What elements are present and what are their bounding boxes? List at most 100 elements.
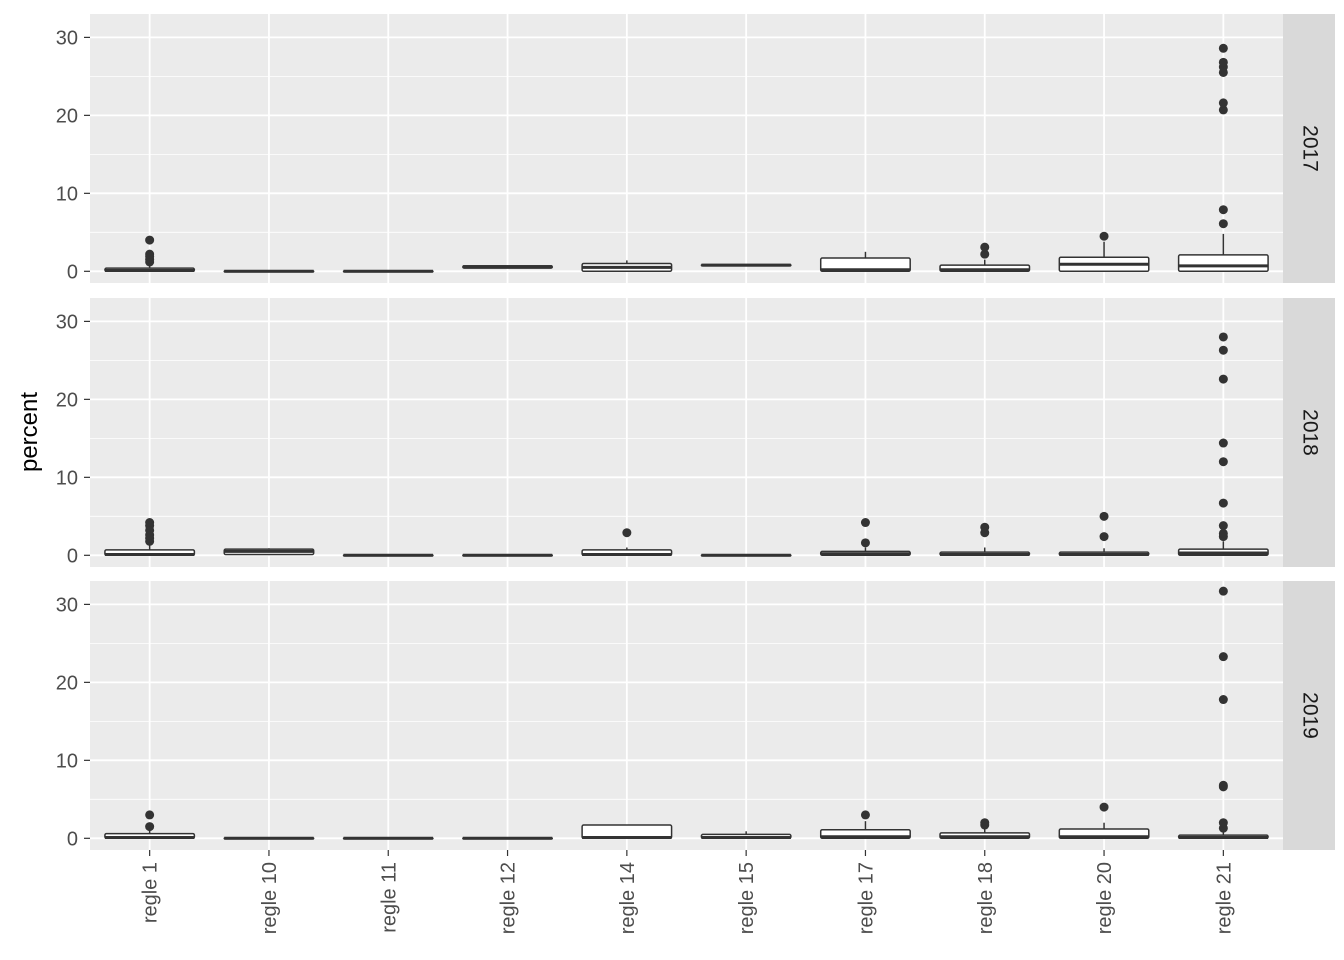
box-regle-1 — [104, 810, 196, 840]
panel-background — [90, 298, 1283, 567]
facet-strip — [1283, 581, 1335, 850]
x-tick-label: regle 14 — [617, 862, 639, 934]
y-tick-label: 30 — [56, 27, 78, 49]
box-regle-21 — [1177, 586, 1269, 840]
y-axis-title: percent — [16, 392, 43, 472]
outlier-point — [860, 538, 870, 548]
facet-panel-2019: 0 10 20 30 2019 — [56, 581, 1335, 850]
outlier-point — [145, 810, 155, 820]
box-regle-12 — [462, 836, 554, 840]
outlier-point — [1218, 528, 1228, 538]
outlier-point — [1218, 498, 1228, 508]
outlier-point — [1218, 205, 1228, 215]
box-iqr — [819, 257, 911, 273]
box-regle-21 — [1177, 332, 1269, 557]
outlier-point — [1218, 43, 1228, 53]
x-tick-label: regle 12 — [498, 862, 520, 934]
outlier-point — [980, 522, 990, 532]
box-regle-11 — [342, 553, 434, 557]
outlier-point — [1218, 345, 1228, 355]
box-regle-18 — [939, 242, 1031, 273]
outlier-point — [1099, 532, 1109, 542]
y-tick-label: 20 — [56, 389, 78, 411]
x-tick-label: regle 1 — [140, 862, 162, 923]
outlier-point — [1099, 231, 1109, 241]
box-regle-17 — [819, 810, 911, 840]
box-regle-20 — [1058, 231, 1150, 273]
outlier-point — [1218, 105, 1228, 115]
facet-strip — [1283, 14, 1335, 283]
box-regle-14 — [581, 260, 673, 273]
outlier-point — [980, 249, 990, 259]
outlier-point — [1218, 652, 1228, 662]
x-tick-label: regle 15 — [736, 862, 758, 934]
box-regle-17 — [819, 251, 911, 273]
outlier-point — [1099, 511, 1109, 521]
outlier-point — [860, 518, 870, 528]
outlier-point — [980, 242, 990, 252]
outlier-point — [1218, 586, 1228, 596]
box-regle-18 — [939, 522, 1031, 557]
outlier-point — [1218, 695, 1228, 705]
box-regle-17 — [819, 518, 911, 557]
x-axis: regle 1 regle 10 regle 11 regle 12 regle 14 r… — [140, 850, 1235, 934]
facet-strip-label: 2018 — [1298, 409, 1321, 456]
y-tick-label: 0 — [67, 261, 78, 283]
box-regle-15 — [700, 553, 792, 557]
box-iqr — [1177, 254, 1269, 273]
x-tick-label: regle 11 — [378, 862, 400, 933]
box-regle-21 — [1177, 43, 1269, 273]
x-tick-label: regle 20 — [1094, 862, 1116, 934]
facet-panel-2017: 0 10 20 30 2017 — [56, 14, 1335, 283]
facet-panel-2018: 0 10 20 30 2018 — [56, 298, 1335, 567]
y-tick-label: 10 — [56, 467, 78, 489]
y-tick-label: 10 — [56, 183, 78, 205]
x-tick-label: regle 17 — [855, 862, 877, 934]
outlier-point — [1218, 818, 1228, 828]
box-regle-18 — [939, 818, 1031, 840]
y-tick-label: 10 — [56, 750, 78, 772]
y-tick-label: 0 — [67, 828, 78, 850]
panel-background — [90, 14, 1283, 283]
panel-background — [90, 581, 1283, 850]
y-tick-label: 0 — [67, 545, 78, 567]
outlier-point — [1099, 802, 1109, 812]
x-tick-label: regle 10 — [259, 862, 281, 934]
x-tick-label: regle 21 — [1213, 862, 1235, 934]
y-tick-label: 20 — [56, 672, 78, 694]
outlier-point — [1218, 780, 1228, 790]
box-regle-20 — [1058, 511, 1150, 557]
box-regle-11 — [342, 836, 434, 840]
outlier-point — [1218, 521, 1228, 531]
facet-strip — [1283, 298, 1335, 567]
box-regle-15 — [700, 831, 792, 840]
outlier-point — [980, 818, 990, 828]
y-tick-label: 20 — [56, 105, 78, 127]
outlier-point — [145, 822, 155, 832]
outlier-point — [1218, 57, 1228, 67]
outlier-point — [1218, 374, 1228, 384]
box-regle-10 — [223, 836, 315, 840]
outlier-point — [145, 249, 155, 259]
box-regle-20 — [1058, 802, 1150, 840]
facet-strip-label: 2019 — [1298, 692, 1321, 739]
outlier-point — [1218, 457, 1228, 467]
outlier-point — [145, 518, 155, 528]
box-regle-10 — [223, 548, 315, 556]
box-regle-15 — [700, 263, 792, 267]
box-regle-14 — [581, 528, 673, 557]
box-regle-12 — [462, 265, 554, 269]
y-tick-label: 30 — [56, 311, 78, 333]
facet-strip-label: 2017 — [1298, 125, 1321, 172]
outlier-point — [860, 810, 870, 820]
box-regle-11 — [342, 269, 434, 273]
box-regle-10 — [223, 269, 315, 273]
box-regle-14 — [581, 824, 673, 840]
outlier-point — [145, 235, 155, 245]
y-tick-label: 30 — [56, 594, 78, 616]
box-regle-1 — [104, 518, 196, 557]
x-tick-label: regle 18 — [975, 862, 997, 934]
outlier-point — [622, 528, 632, 538]
outlier-point — [1218, 332, 1228, 342]
